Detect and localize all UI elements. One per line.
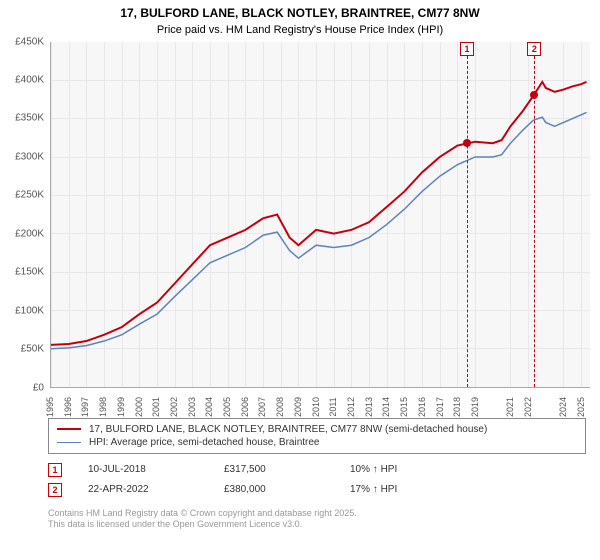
y-tick-label: £100K bbox=[15, 305, 44, 316]
legend-swatch bbox=[57, 428, 81, 430]
sale-price: £380,000 bbox=[224, 484, 324, 495]
sale-pct: 10% ↑ HPI bbox=[350, 464, 586, 475]
y-tick-label: £200K bbox=[15, 228, 44, 239]
sale-pct: 17% ↑ HPI bbox=[350, 484, 586, 495]
y-tick-label: £400K bbox=[15, 75, 44, 86]
x-tick-label: 2024 bbox=[558, 397, 568, 417]
sale-index: 1 bbox=[48, 463, 62, 477]
sales-table: 1 10-JUL-2018 £317,500 10% ↑ HPI 2 22-APR-202… bbox=[48, 460, 586, 500]
x-tick-label: 2013 bbox=[364, 397, 374, 417]
marker-line bbox=[467, 56, 468, 387]
x-tick-label: 2017 bbox=[435, 397, 445, 417]
y-tick-label: £250K bbox=[15, 190, 44, 201]
x-tick-label: 2003 bbox=[187, 397, 197, 417]
chart-subtitle: Price paid vs. HM Land Registry's House … bbox=[0, 24, 600, 42]
x-tick-label: 2008 bbox=[275, 397, 285, 417]
legend-area: 17, BULFORD LANE, BLACK NOTLEY, BRAINTRE… bbox=[0, 412, 600, 504]
x-tick-label: 2002 bbox=[169, 397, 179, 417]
x-tick-label: 1997 bbox=[80, 397, 90, 417]
x-axis: 1995199619971998199920002001200220032004… bbox=[50, 388, 590, 412]
x-tick-label: 2000 bbox=[134, 397, 144, 417]
x-tick-label: 2005 bbox=[222, 397, 232, 417]
x-tick-label: 2021 bbox=[505, 397, 515, 417]
legend-swatch bbox=[57, 442, 81, 443]
marker-line bbox=[534, 56, 535, 387]
x-tick-label: 1996 bbox=[63, 397, 73, 417]
y-tick-label: £350K bbox=[15, 113, 44, 124]
footer: Contains HM Land Registry data © Crown c… bbox=[0, 504, 600, 531]
marker-dot bbox=[530, 91, 538, 99]
x-tick-label: 2001 bbox=[151, 397, 161, 417]
sale-date: 22-APR-2022 bbox=[88, 484, 198, 495]
x-tick-label: 2016 bbox=[417, 397, 427, 417]
x-tick-label: 2022 bbox=[523, 397, 533, 417]
x-tick-label: 1995 bbox=[45, 397, 55, 417]
x-tick-label: 2019 bbox=[470, 397, 480, 417]
y-tick-label: £50K bbox=[21, 344, 44, 355]
plot: 12 bbox=[50, 42, 590, 388]
legend-label: 17, BULFORD LANE, BLACK NOTLEY, BRAINTRE… bbox=[89, 424, 487, 435]
x-tick-label: 2018 bbox=[452, 397, 462, 417]
x-tick-label: 2009 bbox=[293, 397, 303, 417]
legend-box: 17, BULFORD LANE, BLACK NOTLEY, BRAINTRE… bbox=[48, 418, 586, 454]
y-tick-label: £450K bbox=[15, 36, 44, 47]
legend-item: HPI: Average price, semi-detached house,… bbox=[57, 436, 577, 449]
x-tick-label: 2014 bbox=[381, 397, 391, 417]
footer-line-1: Contains HM Land Registry data © Crown c… bbox=[48, 508, 586, 520]
y-axis: £0£50K£100K£150K£200K£250K£300K£350K£400… bbox=[0, 42, 48, 388]
sale-row: 2 22-APR-2022 £380,000 17% ↑ HPI bbox=[48, 480, 586, 500]
x-tick-label: 2012 bbox=[346, 397, 356, 417]
sale-date: 10-JUL-2018 bbox=[88, 464, 198, 475]
footer-line-2: This data is licensed under the Open Gov… bbox=[48, 519, 586, 531]
x-tick-label: 2011 bbox=[328, 397, 338, 416]
sale-index: 2 bbox=[48, 483, 62, 497]
x-tick-label: 2006 bbox=[240, 397, 250, 417]
x-tick-label: 2015 bbox=[399, 397, 409, 417]
x-tick-label: 2010 bbox=[311, 397, 321, 417]
x-tick-label: 2004 bbox=[204, 397, 214, 417]
marker-flag: 2 bbox=[527, 42, 541, 56]
legend-label: HPI: Average price, semi-detached house,… bbox=[89, 437, 320, 448]
x-tick-label: 2007 bbox=[257, 397, 267, 417]
sale-row: 1 10-JUL-2018 £317,500 10% ↑ HPI bbox=[48, 460, 586, 480]
x-tick-label: 1999 bbox=[116, 397, 126, 417]
series-line bbox=[51, 81, 587, 344]
x-tick-label: 2025 bbox=[576, 397, 586, 417]
marker-dot bbox=[463, 139, 471, 147]
sale-price: £317,500 bbox=[224, 464, 324, 475]
x-tick-label: 1998 bbox=[98, 397, 108, 417]
chart-title: 17, BULFORD LANE, BLACK NOTLEY, BRAINTRE… bbox=[0, 0, 600, 24]
marker-flag: 1 bbox=[460, 42, 474, 56]
plot-area: £0 £50K £100K £150K £200K £250K £300K £350K £400… bbox=[0, 42, 600, 412]
y-tick-label: £150K bbox=[15, 267, 44, 278]
y-tick-label: £0 bbox=[33, 382, 44, 393]
legend-item: 17, BULFORD LANE, BLACK NOTLEY, BRAINTRE… bbox=[57, 423, 577, 436]
chart-lines bbox=[51, 42, 590, 387]
y-tick-label: £300K bbox=[15, 151, 44, 162]
